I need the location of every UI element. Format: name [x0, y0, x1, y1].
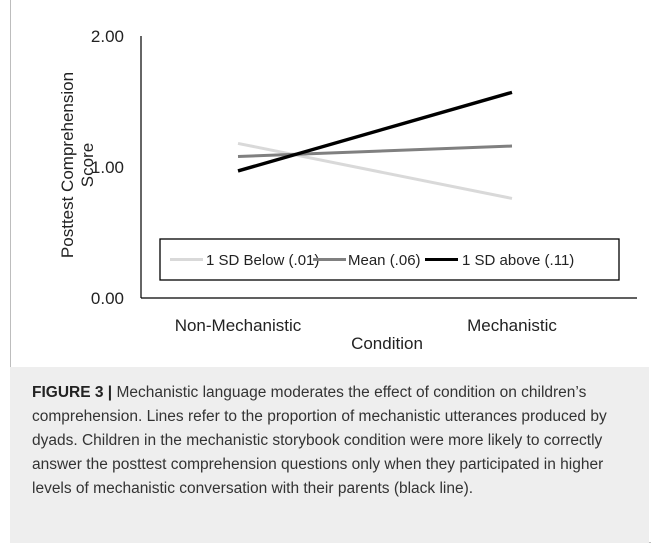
y-axis-title-line-2: Score: [78, 143, 97, 187]
y-axis-title-line-1: Posttest Comprehension: [58, 72, 77, 258]
series-line: [237, 141, 513, 200]
legend-label: Mean (.06): [348, 252, 421, 269]
series-line: [237, 144, 513, 159]
chart: Posttest Comprehension Score 0.00 1.00 2.0…: [58, 27, 637, 353]
figure-caption: FIGURE 3 | Mechanistic language moderate…: [32, 381, 633, 501]
caption-text: Mechanistic language moderates the effec…: [32, 384, 607, 497]
y-tick-label: 2.00: [91, 27, 124, 46]
legend-label: 1 SD above (.11): [462, 252, 574, 269]
series-line: [237, 90, 513, 173]
legend-label: 1 SD Below (.01): [206, 252, 319, 269]
x-tick-label: Non-Mechanistic: [175, 316, 302, 335]
caption-box: FIGURE 3 | Mechanistic language moderate…: [10, 367, 649, 543]
y-tick-label: 0.00: [91, 289, 124, 308]
x-tick-label: Mechanistic: [467, 316, 557, 335]
legend-box: [159, 238, 620, 281]
y-axis-title: Posttest Comprehension Score: [58, 72, 97, 258]
x-axis-title: Condition: [351, 334, 423, 353]
y-tick-label: 1.00: [91, 158, 124, 177]
caption-label: FIGURE 3 |: [32, 384, 113, 401]
